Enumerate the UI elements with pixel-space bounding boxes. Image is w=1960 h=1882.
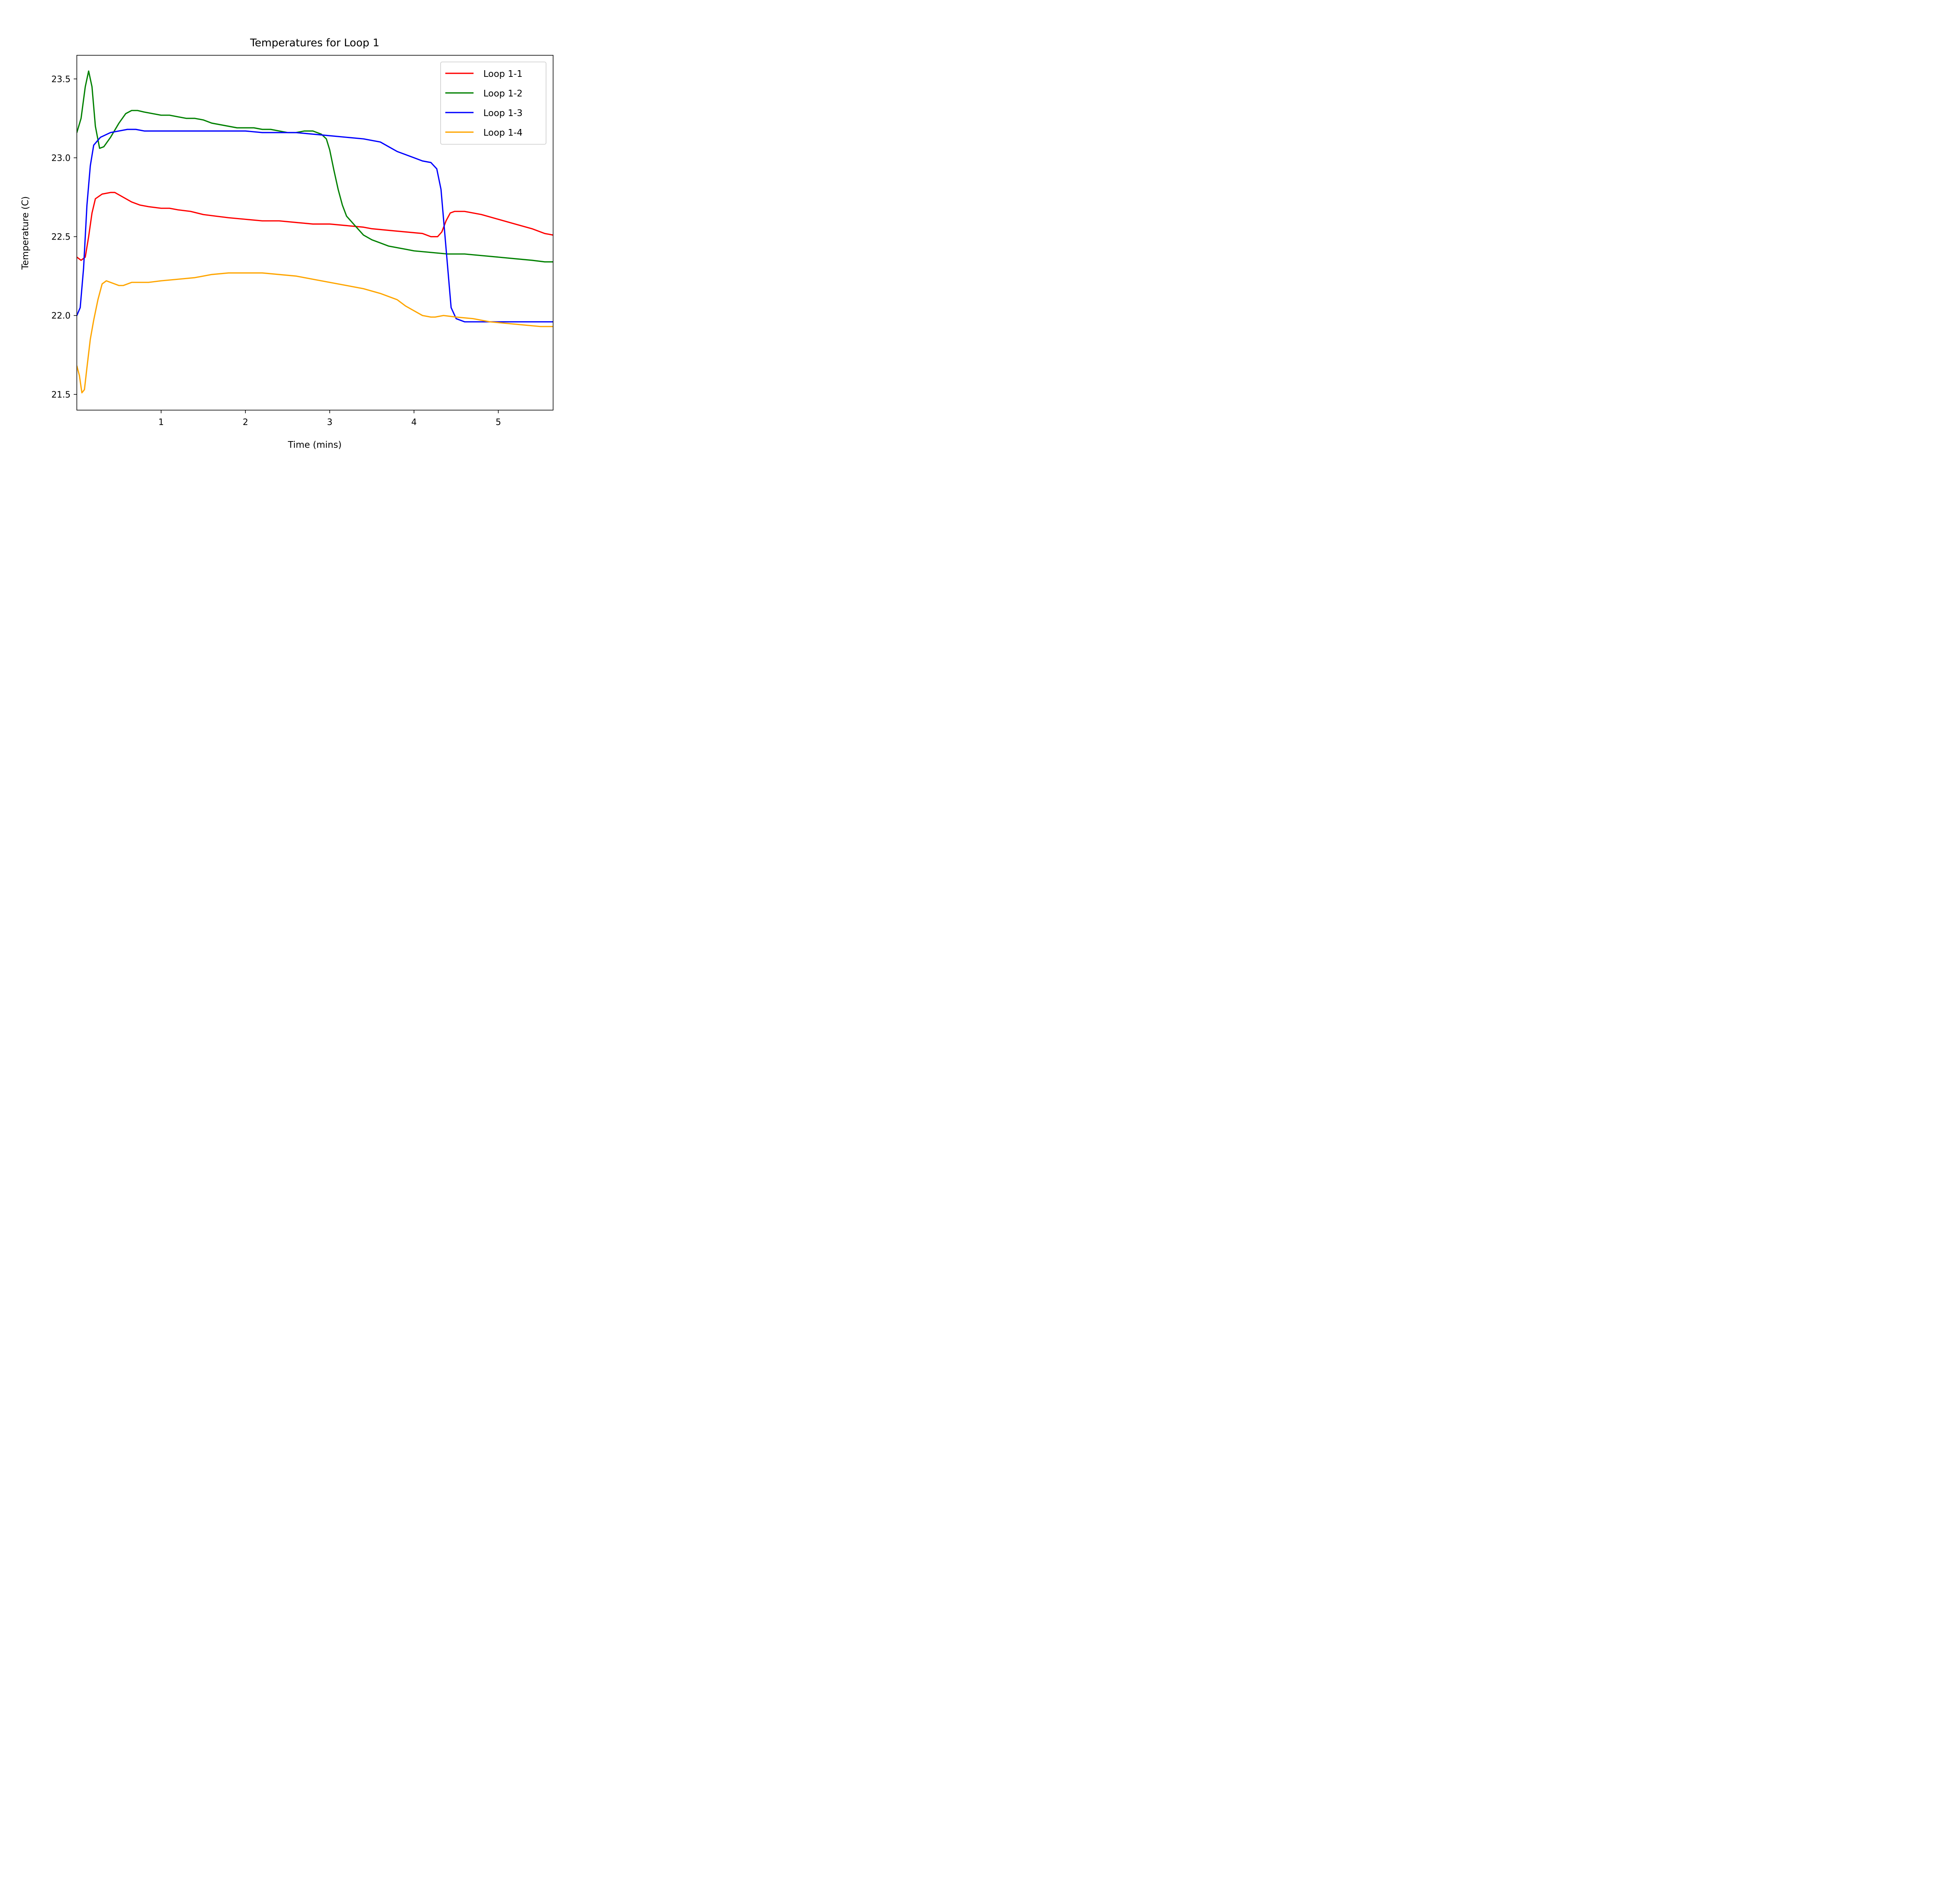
plot-area: 1 2 3 4 5 21.5 22.0 22.5 23.0 23.5 xyxy=(51,55,554,427)
y-tick-label: 21.5 xyxy=(51,390,71,400)
series-line-2 xyxy=(77,70,553,263)
chart-title: Temperatures for Loop 1 xyxy=(250,37,379,49)
y-tick-label: 22.5 xyxy=(51,233,71,242)
series-line-4 xyxy=(77,272,553,394)
series-line-1 xyxy=(77,192,553,261)
legend-label-2: Loop 1-2 xyxy=(483,89,523,99)
x-tick-label: 4 xyxy=(411,418,417,427)
legend-box xyxy=(440,62,546,145)
line-chart: Temperatures for Loop 1 1 2 3 4 5 21.5 22.0 22.… xyxy=(0,0,606,454)
axes-frame xyxy=(76,55,554,411)
x-tick-label: 1 xyxy=(158,418,164,427)
y-tick-label: 23.5 xyxy=(51,74,71,84)
y-tick-label: 23.0 xyxy=(51,153,71,163)
x-tick-label: 3 xyxy=(327,418,332,427)
y-axis-label: Temperature (C) xyxy=(20,196,31,270)
legend-label-4: Loop 1-4 xyxy=(483,128,523,138)
y-tick-label: 22.0 xyxy=(51,311,71,321)
legend-label-1: Loop 1-1 xyxy=(483,69,523,79)
x-axis-label: Time (mins) xyxy=(288,440,342,450)
series-line-3 xyxy=(77,129,553,323)
x-tick-label: 2 xyxy=(243,418,248,427)
x-tick-label: 5 xyxy=(495,418,501,427)
legend-label-3: Loop 1-3 xyxy=(483,108,523,118)
legend: Loop 1-1 Loop 1-2 Loop 1-3 Loop 1-4 xyxy=(440,62,546,145)
